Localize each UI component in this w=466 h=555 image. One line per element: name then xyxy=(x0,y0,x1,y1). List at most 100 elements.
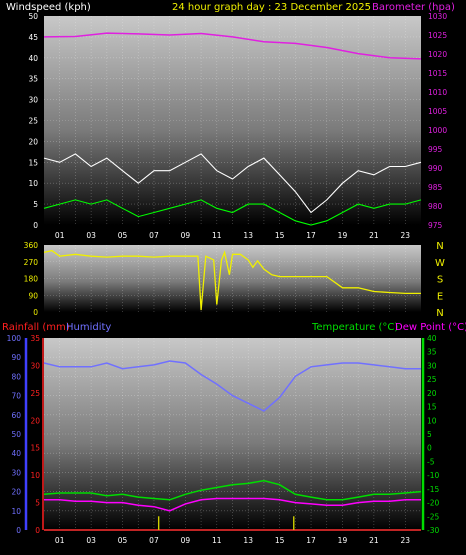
windspeed-tick-label: 5 xyxy=(33,200,38,209)
barometer-axis-label: Barometer (hpa) xyxy=(372,2,455,13)
direction-tick-label: 270 xyxy=(24,258,39,267)
x-tick-label: 21 xyxy=(369,231,379,240)
windspeed-tick-label: 40 xyxy=(28,54,38,63)
direction-tick-label: 180 xyxy=(24,275,39,284)
barometer-tick-label: 985 xyxy=(428,183,443,192)
x-tick-label: 19 xyxy=(338,231,348,240)
direction-panel-grid xyxy=(44,245,421,312)
barometer-tick-label: 990 xyxy=(428,164,443,173)
x-tick-label: 09 xyxy=(181,231,191,240)
windspeed-tick-label: 20 xyxy=(28,137,38,146)
temperature-tick-label: 5 xyxy=(427,430,432,439)
humidity-tick-label: 100 xyxy=(7,334,22,343)
direction-tick-label: 360 xyxy=(24,241,39,250)
x-tick-label: 11 xyxy=(212,231,222,240)
humidity-tick-label: 70 xyxy=(11,392,21,401)
windspeed-axis-label: Windspeed (kph) xyxy=(6,2,91,13)
x-tick-label: 09 xyxy=(181,536,191,545)
temperature-tick-label: -20 xyxy=(427,499,439,508)
temperature-tick-label: 15 xyxy=(427,403,437,412)
windspeed-tick-label: 45 xyxy=(28,33,38,42)
barometer-tick-label: 1020 xyxy=(428,50,447,59)
x-tick-label: 21 xyxy=(369,536,379,545)
barometer-tick-label: 1015 xyxy=(428,69,447,78)
x-tick-label: 23 xyxy=(401,536,411,545)
rainfall-tick-label: 15 xyxy=(30,444,40,453)
x-tick-label: 01 xyxy=(55,536,65,545)
rainfall-tick-label: 10 xyxy=(30,471,40,480)
barometer-tick-label: 1030 xyxy=(428,12,447,21)
compass-label: W xyxy=(435,258,445,269)
rainfall-tick-label: 20 xyxy=(30,416,40,425)
compass-label: N xyxy=(436,241,443,252)
wind-speed-line xyxy=(43,199,422,226)
humidity-tick-label: 50 xyxy=(11,430,21,439)
humidity-line xyxy=(43,360,421,412)
temperature-tick-label: 30 xyxy=(427,361,437,370)
humidity-tick-label: 40 xyxy=(11,449,21,458)
temperature-tick-label: 40 xyxy=(427,334,437,343)
windspeed-tick-label: 50 xyxy=(28,12,38,21)
temperature-tick-label: 20 xyxy=(427,389,437,398)
compass-label: N xyxy=(436,308,443,319)
temp-panel-ticks: 010203040506070809010005101520253035-30-… xyxy=(7,334,440,545)
temperature-line xyxy=(43,479,422,501)
humidity-tick-label: 0 xyxy=(16,526,21,535)
wind-panel-ticks: 0510152025303540455097598098599099510001… xyxy=(28,12,447,240)
direction-tick-label: 90 xyxy=(28,291,38,300)
wind-direction-line xyxy=(43,249,421,311)
temperature-tick-label: -15 xyxy=(427,485,439,494)
dewpoint-axis-label: Dew Point (°C) xyxy=(395,322,466,333)
barometer-tick-label: 1005 xyxy=(428,107,447,116)
windspeed-tick-label: 25 xyxy=(28,117,38,126)
humidity-tick-label: 60 xyxy=(11,411,21,420)
humidity-tick-label: 80 xyxy=(11,372,21,381)
temperature-tick-label: 10 xyxy=(427,416,437,425)
temperature-tick-label: 0 xyxy=(427,444,432,453)
rainfall-tick-label: 35 xyxy=(30,334,40,343)
wind-panel-grid xyxy=(44,16,421,225)
humidity-tick-label: 90 xyxy=(11,353,21,362)
wind-panel-series xyxy=(43,32,422,226)
wind-panel-background xyxy=(44,16,421,225)
temperature-tick-label: -10 xyxy=(427,471,439,480)
temperature-tick-label: -25 xyxy=(427,512,439,521)
rainfall-axis-label: Rainfall (mm) xyxy=(2,322,70,333)
humidity-tick-label: 10 xyxy=(11,507,21,516)
x-tick-label: 17 xyxy=(306,231,316,240)
x-tick-label: 05 xyxy=(118,536,128,545)
windspeed-tick-label: 35 xyxy=(28,75,38,84)
temperature-tick-label: -5 xyxy=(427,457,435,466)
temperature-tick-label: -30 xyxy=(427,526,439,535)
barometer-line xyxy=(43,32,422,60)
barometer-tick-label: 1010 xyxy=(428,88,447,97)
x-tick-label: 07 xyxy=(149,231,159,240)
barometer-tick-label: 975 xyxy=(428,221,443,230)
barometer-tick-label: 980 xyxy=(428,202,443,211)
rainfall-tick-label: 30 xyxy=(30,361,40,370)
x-tick-label: 19 xyxy=(338,536,348,545)
humidity-tick-label: 20 xyxy=(11,488,21,497)
compass-label: S xyxy=(437,275,443,286)
x-tick-label: 13 xyxy=(243,536,253,545)
x-tick-label: 11 xyxy=(212,536,222,545)
rainfall-tick-label: 25 xyxy=(30,389,40,398)
rainfall-tick-label: 0 xyxy=(35,526,40,535)
windspeed-tick-label: 0 xyxy=(33,221,38,230)
temp-panel-series xyxy=(43,360,422,531)
windspeed-tick-label: 10 xyxy=(28,179,38,188)
humidity-axis-label: Humidity xyxy=(66,322,111,333)
rainfall-tick-label: 5 xyxy=(35,499,40,508)
x-tick-label: 13 xyxy=(243,231,253,240)
x-tick-label: 07 xyxy=(149,536,159,545)
windspeed-tick-label: 15 xyxy=(28,158,38,167)
barometer-tick-label: 995 xyxy=(428,145,443,154)
x-tick-label: 23 xyxy=(401,231,411,240)
dewpoint-line xyxy=(44,497,421,512)
x-tick-label: 01 xyxy=(55,231,65,240)
x-tick-label: 05 xyxy=(118,231,128,240)
barometer-tick-label: 1000 xyxy=(428,126,447,135)
